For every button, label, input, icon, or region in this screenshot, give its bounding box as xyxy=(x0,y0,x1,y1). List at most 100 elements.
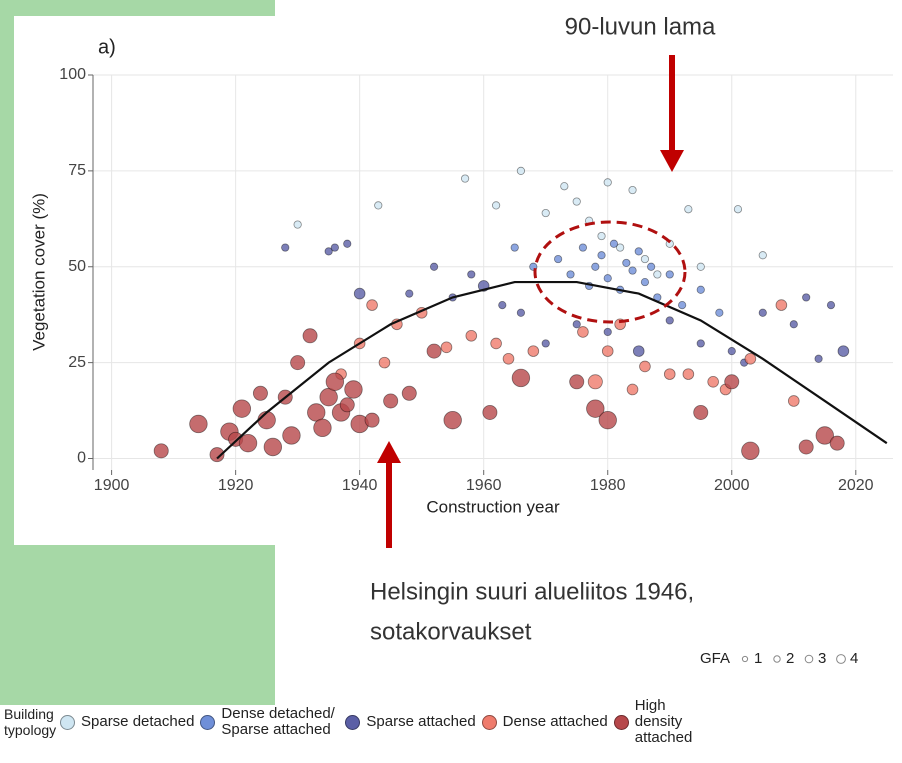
point xyxy=(281,243,290,252)
point xyxy=(257,410,276,430)
point xyxy=(153,443,169,459)
size-legend-label: 1 xyxy=(754,650,762,667)
point xyxy=(490,337,502,350)
legend-marker xyxy=(200,714,216,730)
point xyxy=(826,300,836,310)
point xyxy=(302,328,318,344)
legend-item: Sparse attached xyxy=(345,714,476,730)
point xyxy=(374,201,383,210)
point xyxy=(724,374,740,390)
legend-item: High density attached xyxy=(613,697,713,746)
y-tick-label: 100 xyxy=(59,66,86,83)
point xyxy=(616,243,625,252)
point xyxy=(293,220,302,229)
point xyxy=(814,354,823,363)
point xyxy=(639,360,651,373)
arrow-head xyxy=(377,441,401,463)
point xyxy=(653,270,662,279)
size-legend-marker xyxy=(741,655,749,663)
point xyxy=(339,397,355,413)
highlight-ellipse xyxy=(533,220,687,324)
point xyxy=(647,262,656,271)
point xyxy=(344,380,363,399)
legend-title-line: typology xyxy=(4,722,57,738)
point xyxy=(330,243,339,252)
point xyxy=(741,441,760,461)
legend-marker xyxy=(345,714,361,730)
point xyxy=(263,437,283,457)
point xyxy=(232,399,252,418)
point xyxy=(744,352,757,365)
point xyxy=(443,410,462,430)
point xyxy=(684,205,693,214)
x-tick-label: 2020 xyxy=(838,477,874,494)
point xyxy=(319,387,338,407)
y-tick-label: 50 xyxy=(68,258,86,275)
point xyxy=(696,285,705,294)
point xyxy=(366,299,378,311)
point xyxy=(209,447,225,463)
y-tick-label: 0 xyxy=(77,450,86,467)
point xyxy=(603,327,612,337)
point xyxy=(798,439,814,455)
point xyxy=(603,178,612,187)
legend-label: High density attached xyxy=(634,697,693,746)
point xyxy=(252,385,268,401)
point xyxy=(787,395,800,407)
point xyxy=(609,239,619,248)
legend-label: Sparse detached xyxy=(81,713,195,730)
point xyxy=(598,410,617,430)
point xyxy=(622,258,631,268)
point xyxy=(758,251,767,260)
point xyxy=(696,339,705,348)
point xyxy=(290,355,306,371)
point xyxy=(541,339,550,348)
point xyxy=(640,254,650,264)
point xyxy=(603,274,612,283)
legend-item: Dense attached xyxy=(481,714,608,730)
point xyxy=(282,426,301,445)
legend-marker xyxy=(60,714,75,730)
size-legend-marker xyxy=(804,654,814,664)
point xyxy=(560,182,569,191)
point xyxy=(626,383,639,396)
legend-label: Dense detached/ Sparse attached xyxy=(221,705,335,738)
point xyxy=(727,347,736,356)
point xyxy=(511,368,531,388)
point xyxy=(401,385,417,401)
point xyxy=(405,289,414,298)
annotation: sotakorvaukset xyxy=(370,618,532,645)
x-tick-label: 1920 xyxy=(218,477,254,494)
point xyxy=(815,426,834,445)
point xyxy=(665,270,674,279)
point xyxy=(324,247,333,256)
point xyxy=(665,316,674,325)
point xyxy=(678,300,687,310)
legend-title-line: Building xyxy=(4,706,54,722)
point xyxy=(498,300,507,310)
size-legend-title: GFA xyxy=(700,650,730,667)
point xyxy=(829,435,845,451)
point xyxy=(566,270,575,279)
point xyxy=(482,404,498,420)
point xyxy=(516,166,526,175)
point xyxy=(597,251,606,260)
trend-line xyxy=(216,280,888,460)
point xyxy=(663,368,676,380)
panel-label: a) xyxy=(98,36,116,58)
legend-item: Dense detached/ Sparse attached xyxy=(200,706,339,738)
legend-marker xyxy=(613,714,629,730)
point xyxy=(586,399,605,418)
point xyxy=(572,197,581,206)
point xyxy=(591,262,600,271)
x-tick-label: 1980 xyxy=(590,477,626,494)
legend-marker xyxy=(481,714,497,730)
point xyxy=(577,326,589,338)
plot-area xyxy=(93,75,893,470)
arrow-head xyxy=(660,150,684,172)
point xyxy=(189,414,208,434)
point xyxy=(343,239,352,248)
point xyxy=(775,299,788,311)
point xyxy=(460,174,470,183)
